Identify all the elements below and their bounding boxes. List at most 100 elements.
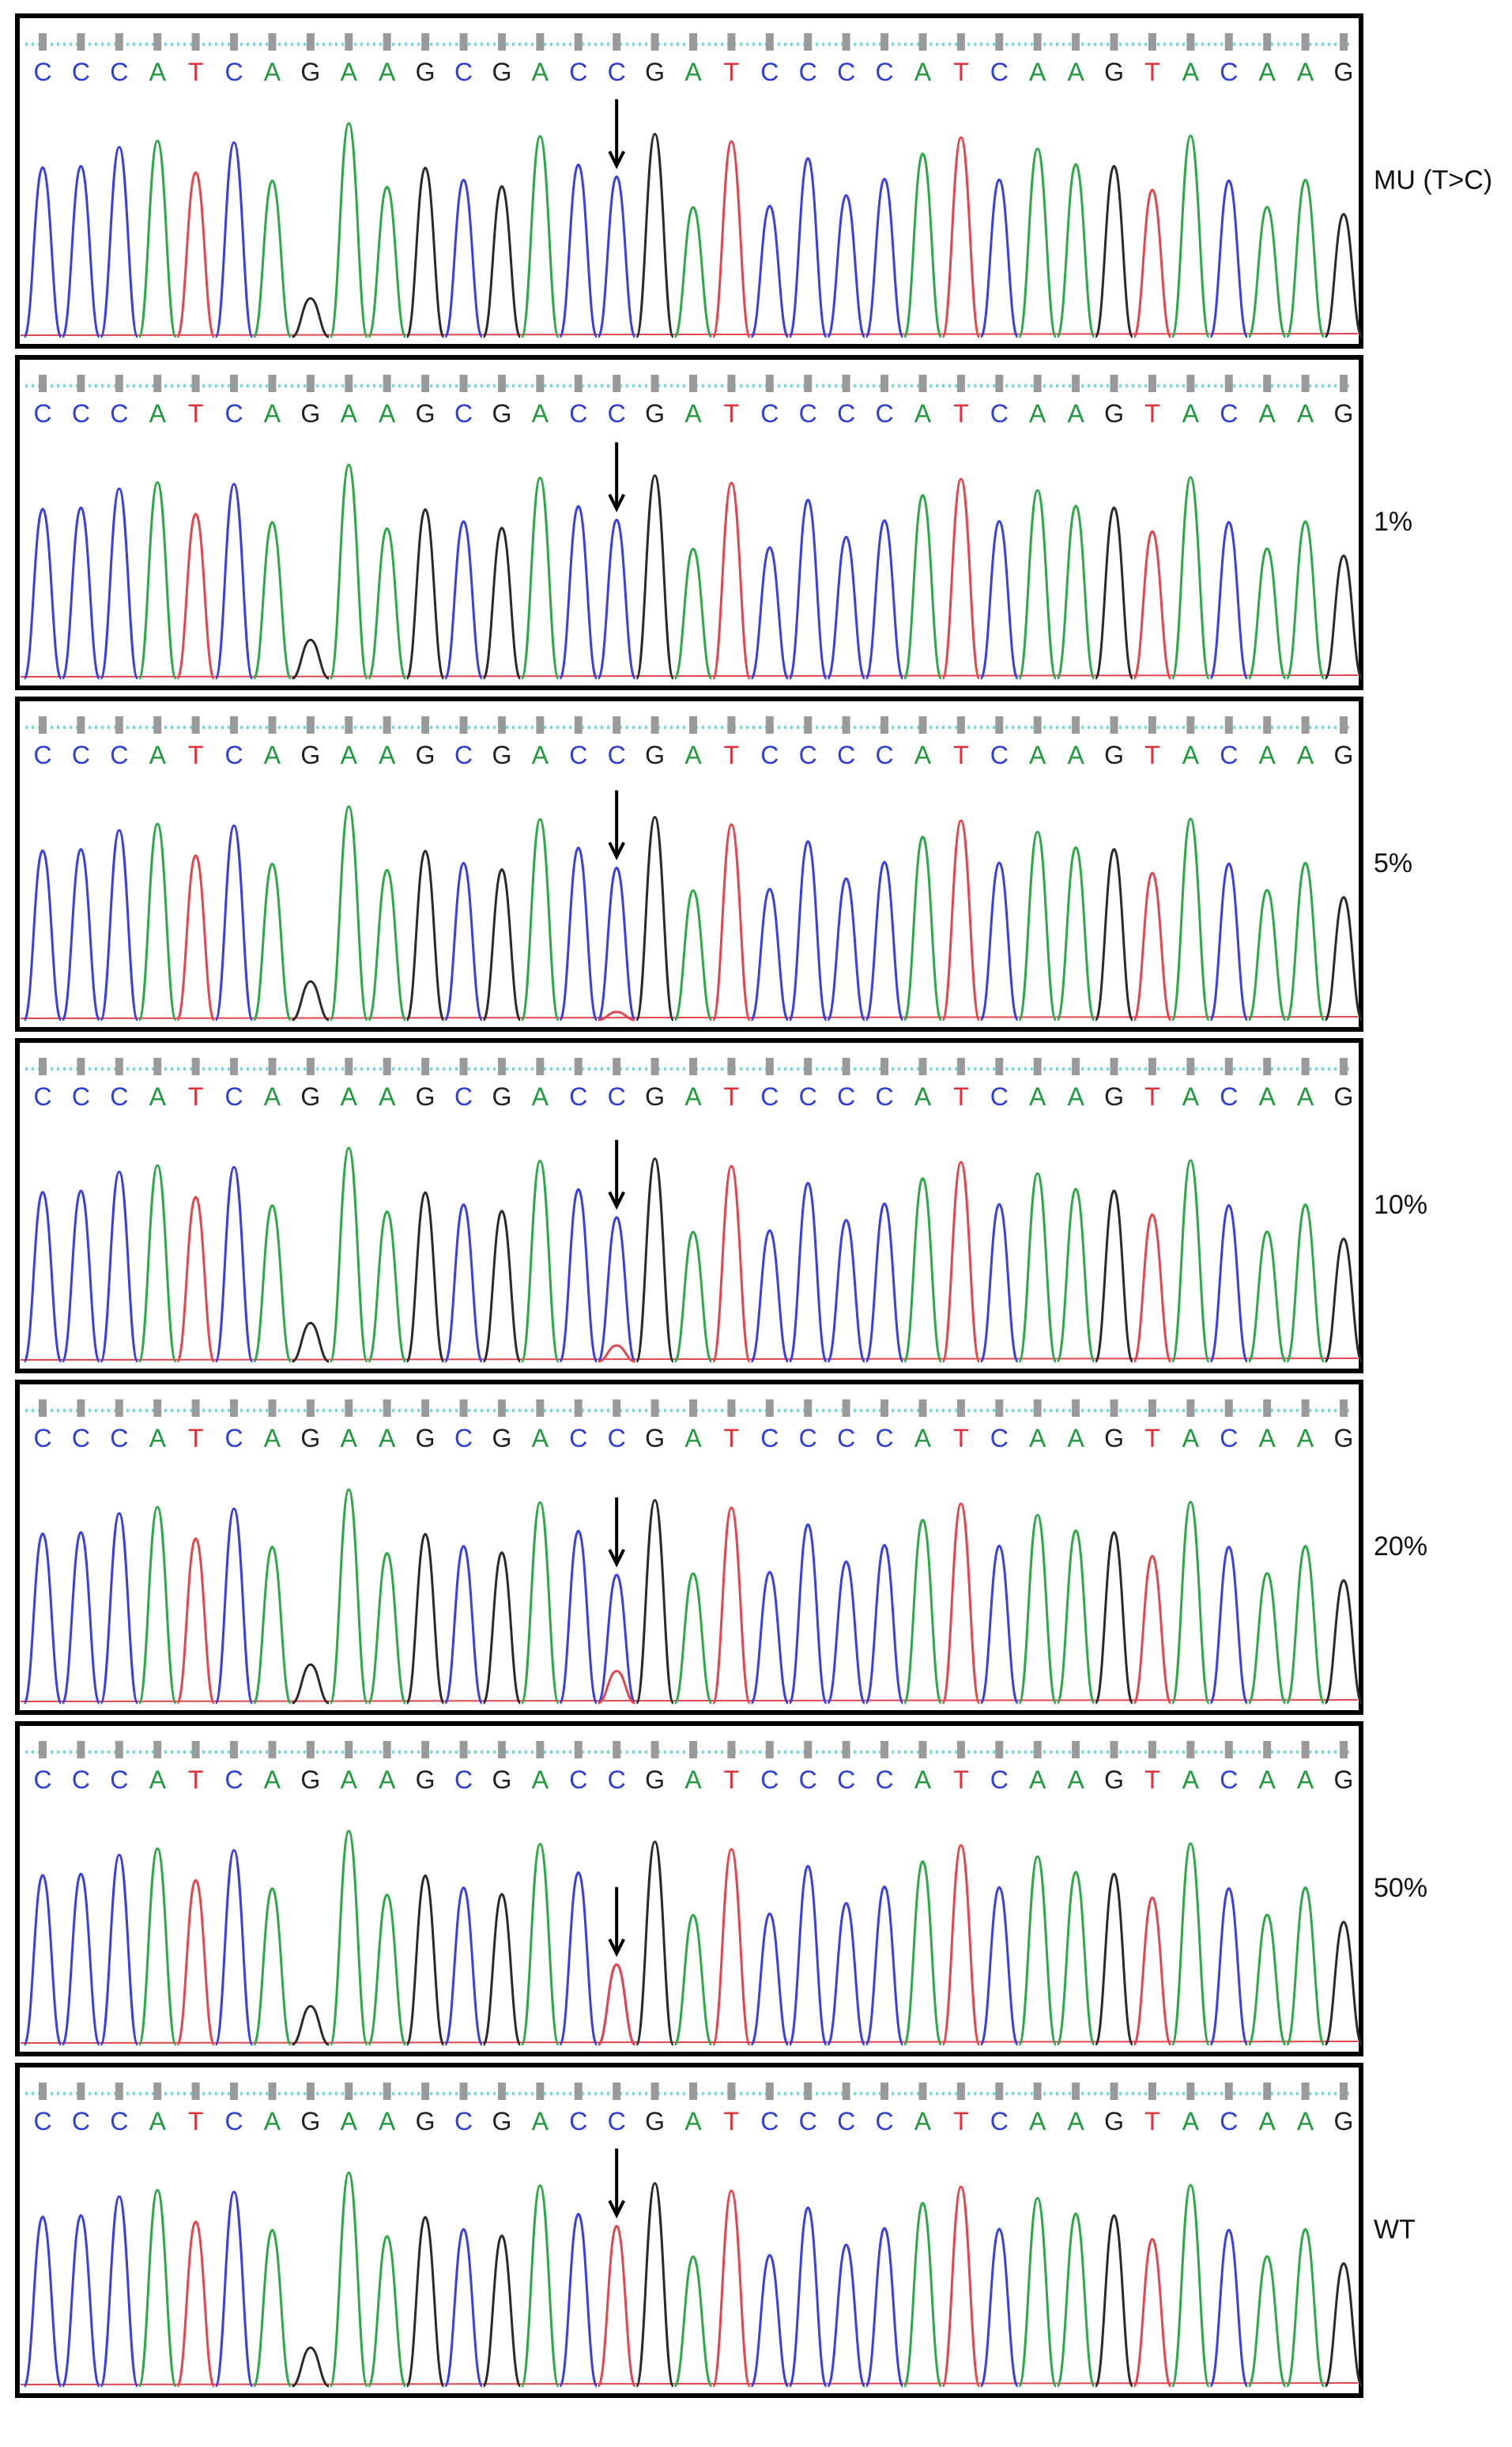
base-call-letter: T: [1144, 741, 1160, 769]
quality-tick: [459, 1399, 468, 1417]
quality-tick: [956, 33, 965, 51]
base-call-letter: G: [492, 741, 511, 769]
trace-peak: [673, 206, 713, 338]
base-call-letter: T: [188, 2107, 204, 2135]
panel-frame: [15, 13, 1363, 349]
quality-tick: [191, 375, 200, 392]
quality-tick: [459, 1741, 468, 1758]
trace-peak: [826, 1218, 866, 1363]
trace-peak: [559, 1871, 598, 2046]
base-call-letter: C: [990, 1765, 1009, 1794]
base-call-letter: A: [264, 1765, 281, 1794]
base-call-letter: A: [1029, 58, 1046, 86]
base-call-letter: A: [1259, 1082, 1276, 1111]
trace-peak: [1133, 530, 1172, 680]
base-call-letter: C: [72, 1765, 90, 1794]
base-call-letter: C: [799, 1082, 817, 1111]
quality-tick: [1263, 1058, 1272, 1075]
trace-peak: [1133, 1554, 1172, 1705]
quality-tick: [1110, 2083, 1118, 2100]
trace-peak: [1056, 846, 1095, 1021]
trace-peak: [1018, 147, 1058, 338]
base-call-letter: A: [379, 1082, 396, 1111]
quality-tick: [727, 375, 736, 392]
base-call-letter: G: [300, 399, 320, 428]
trace-peak: [443, 1886, 484, 2046]
base-call-letter: G: [645, 58, 665, 86]
base-call-letter: G: [645, 399, 665, 428]
quality-tick: [995, 375, 1004, 392]
trace-peak: [1285, 179, 1325, 338]
trace-peak: [138, 2188, 177, 2388]
base-call-letter: C: [72, 1082, 90, 1111]
base-call-letter: A: [914, 399, 932, 428]
base-call-letter: A: [532, 741, 549, 769]
base-call-letter: G: [492, 1082, 511, 1111]
quality-tick: [268, 375, 277, 392]
base-call-letter: C: [837, 741, 855, 769]
base-call-letter: C: [33, 1765, 51, 1794]
base-call-letter: A: [1259, 2107, 1276, 2135]
quality-tick: [191, 33, 200, 51]
quality-tick: [765, 1399, 774, 1417]
quality-tick: [613, 2083, 621, 2100]
quality-tick: [421, 1399, 430, 1417]
base-call-letter: A: [532, 58, 549, 86]
quality-tick: [574, 33, 583, 51]
base-call-letter: C: [799, 58, 817, 86]
base-call-letter: C: [837, 2107, 855, 2135]
trace-peak: [673, 889, 713, 1021]
base-call-letter: C: [454, 399, 473, 428]
quality-tick: [497, 2083, 506, 2100]
base-call-letter: A: [684, 399, 702, 428]
trace-peak: [1056, 2212, 1095, 2388]
quality-tick: [536, 1058, 545, 1075]
base-call-letter: G: [416, 58, 436, 86]
base-call-letter: C: [33, 2107, 51, 2135]
base-call-letter: C: [760, 1082, 779, 1111]
base-call-letter: C: [837, 399, 855, 428]
quality-tick: [230, 1741, 239, 1758]
base-call-letter: A: [684, 2107, 702, 2135]
trace-peak: [865, 177, 904, 338]
trace-peak: [1056, 1871, 1095, 2046]
trace-peak: [1247, 206, 1287, 338]
base-call-letter: A: [532, 1424, 549, 1452]
trace-peak: [61, 164, 101, 338]
base-call-letter: A: [1259, 399, 1276, 428]
quality-tick: [574, 2083, 583, 2100]
quality-tick: [1148, 1399, 1156, 1417]
trace-peak: [750, 1912, 790, 2046]
base-call-letter: C: [608, 1082, 626, 1111]
quality-tick: [153, 1399, 162, 1417]
trace-peak: [482, 1210, 522, 1363]
quality-tick: [1301, 1058, 1310, 1075]
quality-tick: [191, 1741, 200, 1758]
base-call-letter: G: [1334, 399, 1354, 428]
trace-peak: [138, 1505, 177, 1705]
quality-tick: [1340, 375, 1348, 392]
base-call-letter: G: [300, 58, 320, 86]
base-call-letter: G: [1104, 2107, 1124, 2135]
quality-tick: [1301, 1399, 1310, 1417]
quality-tick: [804, 33, 813, 51]
base-call-letter: A: [149, 1765, 167, 1794]
trace-peak: [750, 1229, 790, 1363]
base-call-letter: A: [1297, 1765, 1314, 1794]
quality-tick: [306, 1399, 315, 1417]
trace-peak: [214, 1507, 254, 1705]
trace-peak: [597, 1963, 636, 2046]
quality-tick: [918, 2083, 927, 2100]
quality-tick: [765, 1058, 774, 1075]
base-call-letter: G: [416, 1424, 436, 1452]
quality-tick: [39, 33, 47, 51]
trace-peak: [100, 1512, 139, 1705]
down-arrow-head: [608, 1549, 625, 1568]
trace-peak: [941, 136, 981, 338]
trace-peak: [979, 1544, 1019, 1705]
quality-tick: [995, 33, 1004, 51]
quality-tick: [613, 33, 621, 51]
base-call-letter: C: [1220, 741, 1238, 769]
base-call-letter: A: [1029, 1082, 1046, 1111]
